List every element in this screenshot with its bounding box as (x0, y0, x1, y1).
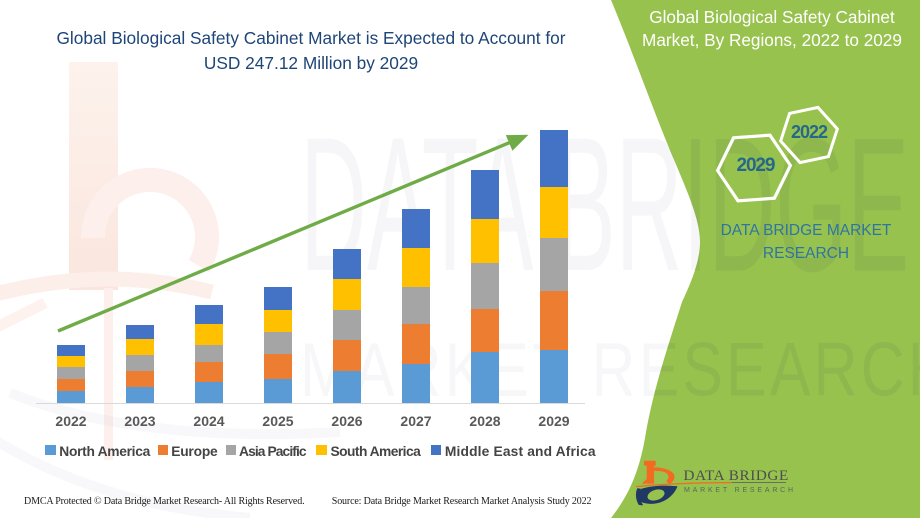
svg-text:MARKET RESEARCH: MARKET RESEARCH (684, 487, 796, 494)
svg-text:DATA BRIDGE: DATA BRIDGE (684, 467, 789, 484)
